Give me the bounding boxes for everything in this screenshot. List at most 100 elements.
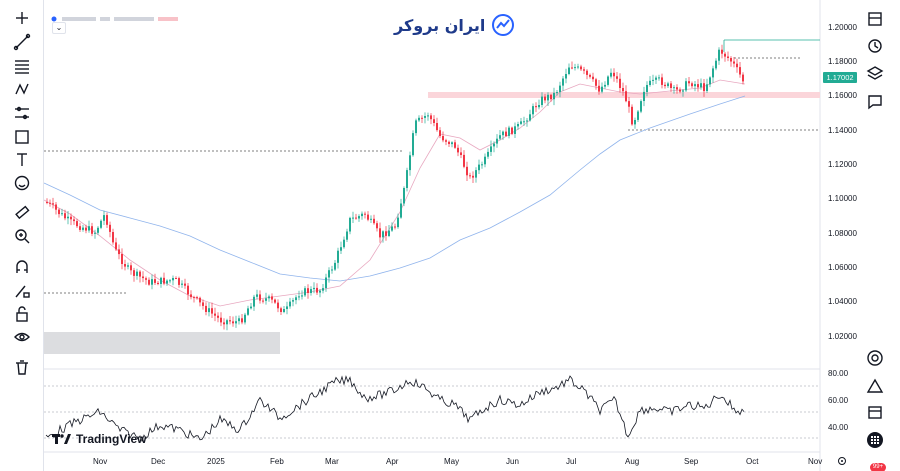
candle-body bbox=[193, 297, 195, 299]
candlestick-series[interactable] bbox=[46, 44, 744, 331]
candle-body bbox=[367, 214, 369, 220]
time-tick: Nov bbox=[808, 457, 822, 466]
candle-body bbox=[361, 213, 363, 217]
tradingview-logo-icon bbox=[52, 434, 71, 444]
candle-body bbox=[514, 126, 516, 134]
candle-body bbox=[511, 127, 513, 134]
rectangle-icon[interactable] bbox=[12, 127, 32, 147]
emoji-icon[interactable] bbox=[12, 173, 32, 193]
candle-body bbox=[88, 226, 90, 231]
brand-watermark-text: ایران بروکر bbox=[394, 15, 486, 35]
candle-body bbox=[136, 271, 138, 276]
candle-body bbox=[739, 67, 741, 75]
candle-body bbox=[232, 321, 234, 324]
candle-body bbox=[385, 231, 387, 236]
candle-body bbox=[646, 85, 648, 92]
target-icon[interactable] bbox=[866, 349, 886, 369]
trend-line-icon[interactable] bbox=[12, 32, 32, 52]
candle-body bbox=[316, 287, 318, 293]
candle-body bbox=[67, 216, 69, 219]
collapse-legend-button[interactable]: ⌄ bbox=[52, 22, 66, 34]
candle-body bbox=[172, 278, 174, 281]
candle-body bbox=[238, 318, 240, 322]
candle-body bbox=[403, 188, 405, 204]
demand-zone[interactable] bbox=[44, 332, 280, 354]
candle-body bbox=[595, 79, 597, 86]
candle-body bbox=[682, 90, 684, 92]
pencil-lock-icon[interactable] bbox=[12, 281, 32, 301]
candle-body bbox=[424, 116, 426, 118]
candle-body bbox=[550, 94, 552, 100]
candle-body bbox=[559, 85, 561, 93]
trash-icon[interactable] bbox=[12, 357, 32, 377]
ma-slow-line bbox=[43, 95, 746, 282]
triangle-up-icon[interactable] bbox=[866, 377, 886, 397]
candle-body bbox=[658, 77, 660, 79]
zoom-icon[interactable] bbox=[12, 226, 32, 246]
lock-icon[interactable] bbox=[12, 304, 32, 324]
eye-icon[interactable] bbox=[12, 327, 32, 347]
candle-body bbox=[178, 278, 180, 285]
candle-body bbox=[187, 285, 189, 295]
candle-body bbox=[415, 120, 417, 134]
candle-body bbox=[430, 115, 432, 120]
price-tick: 1.02000 bbox=[828, 332, 857, 341]
candle-body bbox=[166, 280, 168, 284]
candle-body bbox=[121, 254, 123, 264]
candle-body bbox=[85, 227, 87, 231]
candle-body bbox=[538, 105, 540, 108]
ruler-icon[interactable] bbox=[12, 202, 32, 222]
candle-body bbox=[277, 302, 279, 309]
support-zone[interactable] bbox=[428, 92, 820, 98]
tradingview-logo[interactable]: TradingView bbox=[52, 432, 146, 446]
time-tick: Mar bbox=[325, 457, 339, 466]
candle-body bbox=[325, 277, 327, 289]
candle-body bbox=[475, 170, 477, 178]
text-icon[interactable] bbox=[12, 150, 32, 170]
prediction-icon[interactable] bbox=[12, 103, 32, 123]
layers-icon[interactable] bbox=[866, 64, 886, 84]
candle-body bbox=[574, 67, 576, 69]
candle-body bbox=[418, 117, 420, 121]
candle-body bbox=[592, 76, 594, 80]
alert-clock-icon[interactable] bbox=[866, 36, 886, 56]
time-tick: Nov bbox=[93, 457, 107, 466]
pattern-icon[interactable] bbox=[12, 79, 32, 99]
chat-icon[interactable] bbox=[866, 93, 886, 113]
magnet-icon[interactable] bbox=[12, 257, 32, 277]
candle-body bbox=[544, 96, 546, 101]
fib-retracement-icon[interactable] bbox=[12, 56, 32, 76]
candle-body bbox=[112, 232, 114, 243]
symbol-legend[interactable] bbox=[50, 10, 180, 22]
candle-body bbox=[58, 209, 60, 215]
candle-body bbox=[640, 101, 642, 112]
candle-body bbox=[451, 142, 453, 145]
price-tick: 1.04000 bbox=[828, 297, 857, 306]
settings-gear-icon[interactable] bbox=[838, 457, 846, 465]
calendar-icon[interactable] bbox=[866, 403, 886, 423]
cursor-icon[interactable] bbox=[12, 8, 32, 28]
candle-body bbox=[286, 306, 288, 309]
candle-body bbox=[610, 72, 612, 77]
candle-body bbox=[328, 270, 330, 278]
candle-body bbox=[208, 308, 210, 313]
candle-body bbox=[127, 265, 129, 267]
time-tick: Sep bbox=[684, 457, 699, 466]
candle-body bbox=[457, 147, 459, 153]
candle-body bbox=[382, 231, 384, 238]
candle-body bbox=[427, 115, 429, 117]
candle-body bbox=[709, 77, 711, 85]
watchlist-icon[interactable] bbox=[866, 10, 886, 30]
candle-body bbox=[466, 166, 468, 176]
candle-body bbox=[184, 283, 186, 286]
rsi-line[interactable] bbox=[45, 375, 745, 443]
candle-body bbox=[364, 213, 366, 215]
apps-grid-icon[interactable] bbox=[866, 431, 886, 451]
candle-body bbox=[472, 175, 474, 178]
candle-body bbox=[619, 78, 621, 88]
candle-body bbox=[175, 278, 177, 279]
time-tick: Jul bbox=[566, 457, 576, 466]
notification-badge[interactable]: 99+ bbox=[870, 463, 886, 471]
candle-body bbox=[157, 282, 159, 284]
